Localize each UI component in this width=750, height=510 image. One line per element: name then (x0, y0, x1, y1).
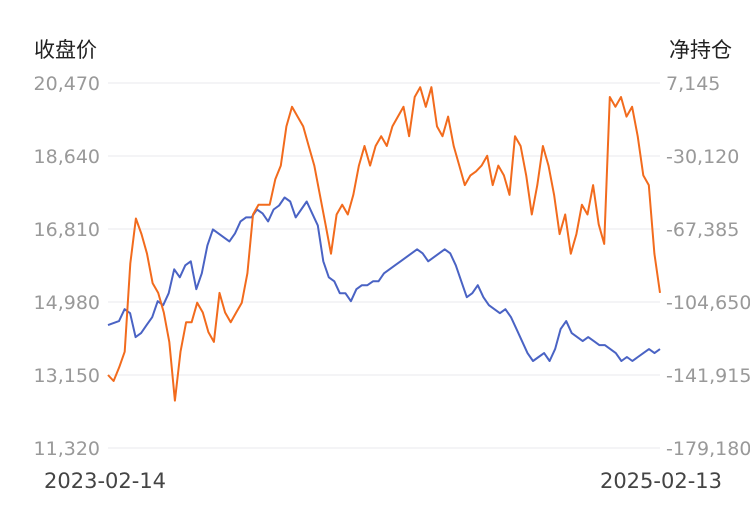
left-tick-label: 13,150 (34, 365, 100, 387)
right-axis-title: 净持仓 (669, 38, 732, 62)
close-price-line (107, 196, 661, 362)
left-tick-label: 20,470 (34, 73, 100, 95)
right-tick-label: -141,915 (666, 365, 750, 387)
right-tick-label: -30,120 (666, 146, 739, 168)
right-tick-label: -179,180 (666, 438, 750, 460)
right-tick-label: -67,385 (666, 219, 739, 241)
x-axis-ticks: 2023-02-14 2025-02-13 (44, 469, 722, 493)
series-lines (107, 86, 661, 402)
right-axis-ticks: 7,145 -30,120 -67,385 -104,650 -141,915 -179,… (666, 73, 750, 460)
right-tick-label: -104,650 (666, 292, 750, 314)
right-tick-label: 7,145 (666, 73, 720, 95)
net-position-line (107, 86, 661, 402)
left-tick-label: 18,640 (34, 146, 100, 168)
x-tick-label-end: 2025-02-13 (600, 469, 722, 493)
left-axis-title: 收盘价 (34, 38, 97, 62)
left-tick-label: 14,980 (34, 292, 100, 314)
left-axis-ticks: 20,470 18,640 16,810 14,980 13,150 11,320 (34, 73, 100, 460)
left-tick-label: 11,320 (34, 438, 100, 460)
left-tick-label: 16,810 (34, 219, 100, 241)
x-tick-label-start: 2023-02-14 (44, 469, 166, 493)
